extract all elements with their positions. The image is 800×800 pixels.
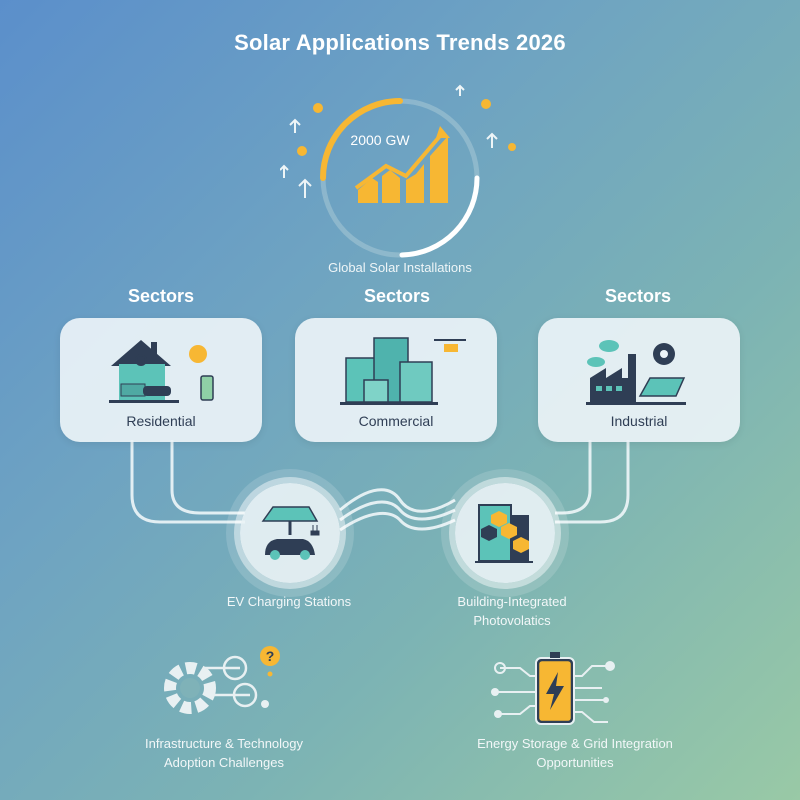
sector-heading-industrial: Sectors — [604, 286, 672, 306]
challenges-line: Infrastructure & Technology — [144, 736, 303, 751]
sector-heading-residential: Sectors — [127, 286, 195, 306]
connector-lines — [130, 440, 630, 532]
node-label-line: Photovolatics — [473, 613, 551, 628]
sector-card-industrial[interactable]: Industrial — [538, 318, 740, 442]
battery-circuit-icon — [491, 652, 615, 725]
up-arrow-icon — [280, 84, 498, 198]
installations-label: Global Solar Installations — [328, 260, 472, 275]
node-bipv[interactable] — [455, 483, 555, 583]
node-label-line: Building-Integrated — [457, 594, 567, 609]
sector-heading-commercial: Sectors — [363, 286, 431, 306]
global-installations-gauge — [280, 84, 516, 258]
house-solar-icon — [109, 340, 214, 403]
page-title: Solar Applications Trends 2026 — [234, 30, 566, 55]
node-label-ev: EV Charging Stations — [226, 594, 352, 609]
challenges-label: Infrastructure & Technology Adoption Cha… — [74, 734, 374, 772]
node-label-bipv: Building-Integrated Photovolatics — [402, 592, 622, 630]
broken-gear-icon: ? — [164, 646, 280, 714]
sector-label: Commercial — [358, 413, 434, 429]
sector-label: Residential — [126, 413, 196, 429]
node-ev-charging[interactable] — [240, 483, 340, 583]
opportunities-line: Energy Storage & Grid Integration — [477, 736, 673, 751]
opportunities-label: Energy Storage & Grid Integration Opport… — [425, 734, 725, 772]
rising-bar-chart-icon — [354, 126, 450, 203]
sector-card-residential[interactable]: Residential — [60, 318, 262, 442]
opportunities-line: Opportunities — [536, 755, 614, 770]
ev-solar-carport-icon — [261, 506, 320, 560]
factory-icon — [586, 340, 686, 405]
sun-icon — [297, 99, 516, 156]
sector-card-commercial[interactable]: Commercial — [295, 318, 497, 442]
office-buildings-icon — [340, 337, 466, 405]
sector-label: Industrial — [610, 413, 668, 429]
svg-text:?: ? — [266, 648, 275, 664]
bipv-building-icon — [475, 504, 533, 563]
installations-value: 2000 GW — [350, 132, 410, 148]
challenges-line: Adoption Challenges — [164, 755, 284, 770]
